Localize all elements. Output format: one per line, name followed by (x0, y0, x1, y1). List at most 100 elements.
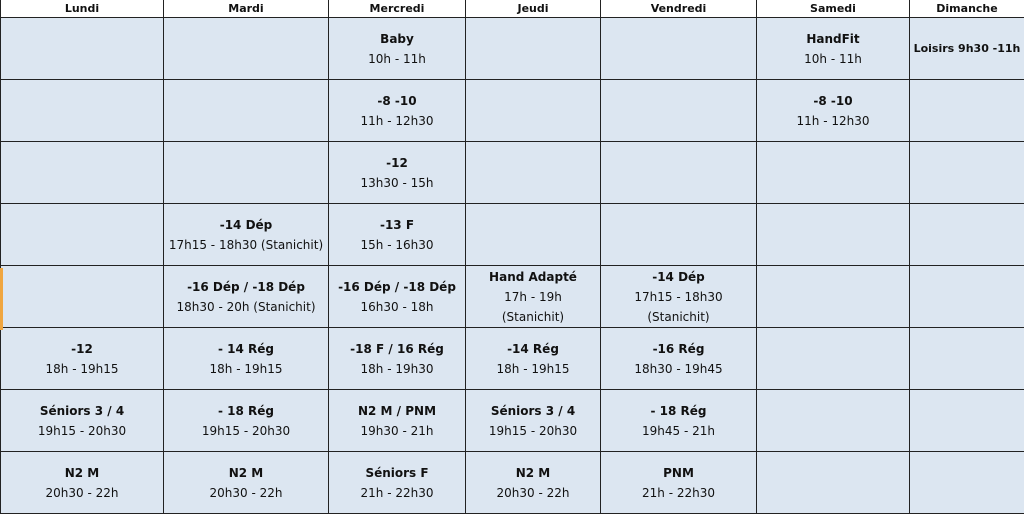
session-title: N2 M (228, 465, 264, 480)
schedule-cell[interactable]: N2 M / PNM 19h30 - 21h (328, 389, 466, 452)
schedule-cell[interactable]: PNM 21h - 22h30 (600, 451, 757, 514)
schedule-cell[interactable] (909, 79, 1024, 142)
schedule-cell[interactable]: - 14 Rég 18h - 19h15 (163, 327, 329, 390)
schedule-cell[interactable] (909, 451, 1024, 514)
schedule-cell[interactable] (600, 141, 757, 204)
session-time: 20h30 - 22h (45, 485, 119, 500)
schedule-cell[interactable] (909, 265, 1024, 328)
schedule-cell[interactable]: -16 Dép / -18 Dép 16h30 - 18h (328, 265, 466, 328)
session-title: - 14 Rég (217, 341, 274, 356)
schedule-cell[interactable] (0, 17, 164, 80)
session-title: Baby (380, 31, 414, 46)
session-time: 18h - 19h15 (209, 361, 283, 376)
schedule-cell[interactable] (909, 141, 1024, 204)
schedule-cell[interactable]: -13 F 15h - 16h30 (328, 203, 466, 266)
schedule-cell[interactable] (756, 265, 910, 328)
session-time: 19h30 - 21h (360, 423, 434, 438)
schedule-cell[interactable]: -18 F / 16 Rég 18h - 19h30 (328, 327, 466, 390)
schedule-cell[interactable] (0, 265, 164, 328)
session-title: -13 F (379, 217, 415, 232)
schedule-cell[interactable]: Baby 10h - 11h (328, 17, 466, 80)
schedule-cell[interactable] (465, 141, 601, 204)
schedule-row: N2 M 20h30 - 22h N2 M 20h30 - 22h Séniors F 2… (0, 451, 1024, 514)
session-time: 10h - 11h (804, 51, 862, 66)
session-time: (Stanichit) (501, 309, 565, 324)
schedule-cell[interactable]: -14 Dép 17h15 - 18h30 (Stanichit) (600, 265, 757, 328)
session-time: 18h30 - 19h45 (634, 361, 723, 376)
schedule-row: Baby 10h - 11h HandFit 10h - 11h Loisirs 9h3… (0, 17, 1024, 80)
day-header-samedi: Samedi (756, 0, 910, 18)
header-row: Lundi Mardi Mercredi Jeudi Vendredi Samedi Dim… (0, 0, 1024, 18)
session-title: -14 Dép (652, 269, 705, 284)
schedule-cell[interactable]: Loisirs 9h30 -11h (909, 17, 1024, 80)
schedule-cell[interactable] (909, 389, 1024, 452)
session-title: -14 Dép (219, 217, 273, 232)
schedule-cell[interactable]: - 18 Rég 19h15 - 20h30 (163, 389, 329, 452)
session-title: -8 -10 (377, 93, 417, 108)
schedule-cell[interactable]: -12 18h - 19h15 (0, 327, 164, 390)
schedule-cell[interactable] (0, 79, 164, 142)
schedule-cell[interactable] (600, 17, 757, 80)
schedule-cell[interactable] (163, 17, 329, 80)
schedule-cell[interactable]: Séniors 3 / 4 19h15 - 20h30 (0, 389, 164, 452)
schedule-cell[interactable] (756, 327, 910, 390)
session-time: 19h15 - 20h30 (37, 423, 127, 438)
schedule-cell[interactable] (465, 79, 601, 142)
session-time: 17h15 - 18h30 (Stanichit) (168, 237, 324, 252)
session-time: (Stanichit) (647, 309, 710, 324)
schedule-cell[interactable] (756, 389, 910, 452)
schedule-cell[interactable]: -16 Dép / -18 Dép 18h30 - 20h (Stanichit) (163, 265, 329, 328)
schedule-cell[interactable]: -16 Rég 18h30 - 19h45 (600, 327, 757, 390)
schedule-cell[interactable] (756, 451, 910, 514)
schedule-cell[interactable] (909, 203, 1024, 266)
schedule-cell[interactable] (465, 203, 601, 266)
schedule-cell[interactable]: N2 M 20h30 - 22h (0, 451, 164, 514)
schedule-cell[interactable]: HandFit 10h - 11h (756, 17, 910, 80)
session-time: 18h30 - 20h (Stanichit) (176, 299, 316, 314)
session-time: 18h - 19h15 (496, 361, 570, 376)
schedule-cell[interactable]: -14 Dép 17h15 - 18h30 (Stanichit) (163, 203, 329, 266)
schedule-cell[interactable] (465, 17, 601, 80)
schedule-cell[interactable]: Hand Adapté 17h - 19h (Stanichit) (465, 265, 601, 328)
session-time: 13h30 - 15h (360, 175, 434, 190)
schedule-cell[interactable] (756, 141, 910, 204)
schedule-cell[interactable] (0, 141, 164, 204)
schedule-row: -12 13h30 - 15h (0, 141, 1024, 204)
session-title: -16 Dép / -18 Dép (187, 279, 305, 294)
session-title: -12 (386, 155, 408, 170)
schedule-cell[interactable] (756, 203, 910, 266)
session-title: Séniors F (365, 465, 429, 480)
schedule-cell[interactable]: -8 -10 11h - 12h30 (328, 79, 466, 142)
schedule-cell[interactable] (600, 203, 757, 266)
session-time: 18h - 19h30 (360, 361, 434, 376)
session-title: -12 (71, 341, 93, 356)
session-title: -8 -10 (813, 93, 853, 108)
schedule-cell[interactable]: -14 Rég 18h - 19h15 (465, 327, 601, 390)
session-time: 17h15 - 18h30 (634, 289, 723, 304)
schedule-cell[interactable] (909, 327, 1024, 390)
schedule-cell[interactable]: Séniors F 21h - 22h30 (328, 451, 466, 514)
schedule-cell[interactable]: - 18 Rég 19h45 - 21h (600, 389, 757, 452)
schedule-cell[interactable]: -8 -10 11h - 12h30 (756, 79, 910, 142)
schedule-cell[interactable]: N2 M 20h30 - 22h (465, 451, 601, 514)
schedule-cell[interactable]: N2 M 20h30 - 22h (163, 451, 329, 514)
session-time: 17h - 19h (504, 289, 562, 304)
schedule-cell[interactable] (0, 203, 164, 266)
schedule-cell[interactable]: -12 13h30 - 15h (328, 141, 466, 204)
schedule-cell[interactable]: Séniors 3 / 4 19h15 - 20h30 (465, 389, 601, 452)
schedule-cell[interactable] (163, 79, 329, 142)
schedule-row: -16 Dép / -18 Dép 18h30 - 20h (Stanichit)… (0, 265, 1024, 328)
session-title: -16 Dép / -18 Dép (338, 279, 456, 294)
day-header-mercredi: Mercredi (328, 0, 466, 18)
session-title: - 18 Rég (217, 403, 274, 418)
schedule-cell[interactable] (600, 79, 757, 142)
session-time: 15h - 16h30 (360, 237, 434, 252)
schedule-row: -12 18h - 19h15 - 14 Rég 18h - 19h15 -18 F /… (0, 327, 1024, 390)
session-time: 18h - 19h15 (45, 361, 119, 376)
schedule-row: Séniors 3 / 4 19h15 - 20h30 - 18 Rég 19h15 … (0, 389, 1024, 452)
day-header-dimanche: Dimanche (909, 0, 1024, 18)
session-time: 16h30 - 18h (360, 299, 434, 314)
session-time: 21h - 22h30 (642, 485, 715, 500)
schedule-cell[interactable] (163, 141, 329, 204)
